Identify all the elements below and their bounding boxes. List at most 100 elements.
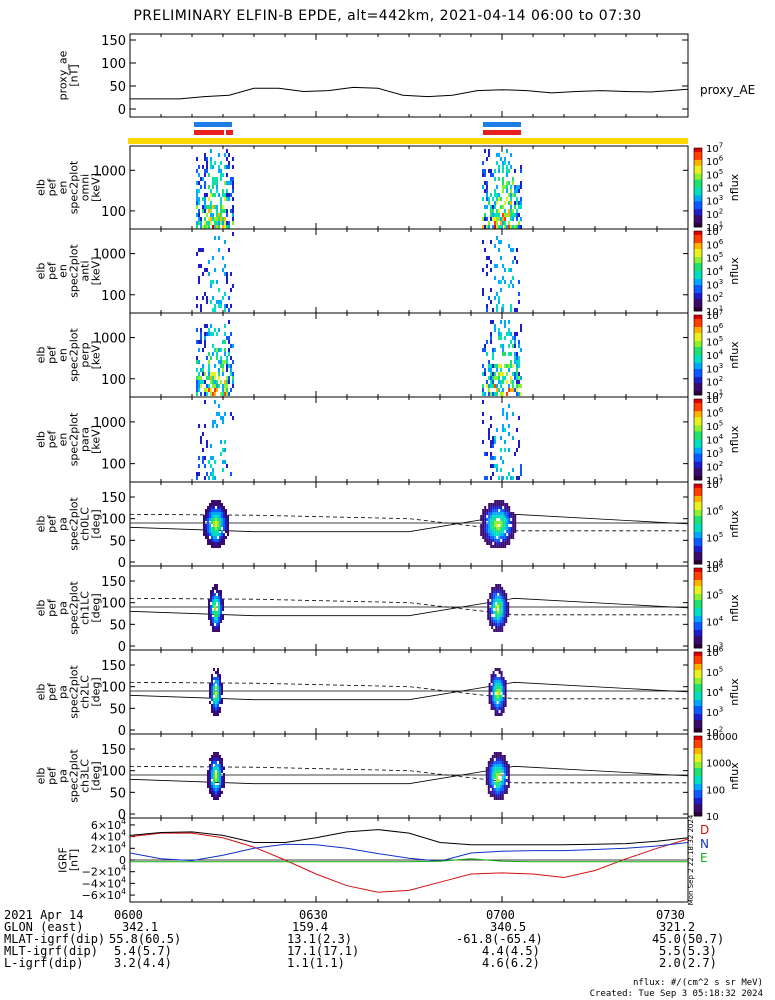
pitch-angle-pixel xyxy=(208,611,210,614)
spectrogram-pixel xyxy=(510,476,512,480)
orbit-value: 4.6(6.2) xyxy=(482,956,540,970)
spectrogram-pixel xyxy=(208,368,210,372)
pitch-angle-pixel xyxy=(223,776,225,779)
pitch-angle-pixel xyxy=(215,686,217,689)
pitch-angle-pixel xyxy=(215,713,217,716)
spectrogram-pixel xyxy=(518,360,520,364)
spectrogram-pixel xyxy=(518,189,520,193)
spectrogram-pixel xyxy=(518,364,520,368)
pitch-angle-pixel xyxy=(215,671,217,674)
spectrogram-pixel xyxy=(210,161,212,165)
colorbar-label: nflux xyxy=(728,594,741,622)
pitch-angle-pixel xyxy=(218,629,220,632)
pitch-angle-pixel xyxy=(503,782,506,785)
orbit-value: 3.2(4.4) xyxy=(114,956,172,970)
orbit-row-label: MLAT-igrf(dip) xyxy=(4,932,106,946)
pitch-angle-pixel xyxy=(488,506,491,509)
pitch-angle-pixel xyxy=(505,617,508,620)
colorbar-segment xyxy=(694,439,702,443)
spectrogram-pixel xyxy=(498,336,500,340)
pitch-angle-pixel xyxy=(205,518,207,521)
pitch-angle-pixel xyxy=(492,671,495,674)
y-axis-label: elb xyxy=(35,684,48,701)
pitch-angle-pixel xyxy=(493,590,496,593)
pitch-angle-pixel xyxy=(497,605,500,608)
spectrogram-pixel xyxy=(198,173,200,177)
spectrogram-pixel xyxy=(230,472,232,476)
spectrogram-pixel xyxy=(502,165,504,169)
pitch-angle-pixel xyxy=(490,503,493,506)
colorbar-segment xyxy=(694,586,702,589)
pitch-angle-pixel xyxy=(510,527,513,530)
colorbar-tick-label: 104 xyxy=(706,615,724,629)
pitch-angle-pixel xyxy=(209,776,211,779)
colorbar-tick-label: 106 xyxy=(706,646,724,660)
pitch-angle-pixel xyxy=(501,764,504,767)
colorbar-segment xyxy=(694,365,702,368)
pitch-angle-pixel xyxy=(227,515,229,518)
y-tick-label: −4×104 xyxy=(82,875,126,890)
pitch-angle-pixel xyxy=(211,521,213,524)
y-axis-label: elb xyxy=(35,516,48,533)
pitch-angle-pixel xyxy=(505,611,508,614)
colorbar-segment xyxy=(694,804,702,807)
pitch-angle-pixel xyxy=(496,542,499,545)
colorbar-segment xyxy=(694,514,702,517)
pitch-angle-pixel xyxy=(219,521,221,524)
spectrogram-pixel xyxy=(512,336,514,340)
pitch-angle-pixel xyxy=(491,785,494,788)
time-tick-label: 0700 xyxy=(486,908,515,922)
pitch-angle-pixel xyxy=(217,773,219,776)
pitch-angle-pixel xyxy=(514,521,517,524)
spectrogram-pixel xyxy=(212,213,214,217)
spectrogram-pixel xyxy=(508,244,510,248)
pitch-angle-pixel xyxy=(493,797,496,800)
pitch-angle-pixel xyxy=(221,770,223,773)
colorbar-tick-label: 107 xyxy=(706,225,723,239)
spectrogram-pixel xyxy=(222,173,224,177)
pitch-angle-pixel xyxy=(486,527,489,530)
pitch-angle-pixel xyxy=(227,530,229,533)
spectrogram-pixel xyxy=(504,221,506,225)
spectrogram-pixel xyxy=(216,332,218,336)
colorbar-segment xyxy=(694,457,702,461)
pitch-angle-pixel xyxy=(221,521,223,524)
spectrogram-pixel xyxy=(488,296,490,300)
spectrogram-pixel xyxy=(210,444,212,448)
colorbar-segment xyxy=(694,337,702,340)
pitch-angle-pixel xyxy=(504,698,507,701)
pitch-angle-pixel xyxy=(217,788,219,791)
pitch-angle-pixel xyxy=(507,602,510,605)
pitch-angle-pixel xyxy=(503,608,506,611)
spectrogram-pixel xyxy=(500,392,502,396)
pitch-angle-pixel xyxy=(487,614,490,617)
spectrogram-pixel xyxy=(214,372,216,376)
colorbar-segment xyxy=(694,542,702,545)
colorbar-segment xyxy=(694,195,702,198)
pitch-angle-pixel xyxy=(492,698,495,701)
time-tick-label: 0730 xyxy=(656,908,685,922)
pitch-angle-pixel xyxy=(492,692,495,695)
spectrogram-pixel xyxy=(510,197,512,201)
pitch-angle-pixel xyxy=(208,608,210,611)
pitch-angle-pixel xyxy=(499,626,502,629)
spectrogram-pixel xyxy=(488,197,490,201)
spectrogram-pixel xyxy=(200,384,202,388)
pitch-angle-pixel xyxy=(216,611,218,614)
pitch-angle-pixel xyxy=(213,791,215,794)
colorbar-segment xyxy=(694,445,702,449)
spectrogram-pixel xyxy=(484,173,486,177)
pitch-angle-pixel xyxy=(507,764,510,767)
spectrogram-pixel xyxy=(226,225,228,229)
pitch-angle-pixel xyxy=(501,626,504,629)
spectrogram-pixel xyxy=(510,209,512,213)
spectrogram-pixel xyxy=(502,376,504,380)
spectrogram-pixel xyxy=(494,324,496,328)
spectrogram-pixel xyxy=(494,456,496,460)
colorbar-segment xyxy=(694,441,702,445)
colorbar-segment xyxy=(694,550,702,553)
spectrogram-pixel xyxy=(202,296,204,300)
y-axis-label: omni xyxy=(79,174,92,201)
colorbar-segment xyxy=(694,716,702,719)
pitch-angle-pixel xyxy=(499,785,502,788)
